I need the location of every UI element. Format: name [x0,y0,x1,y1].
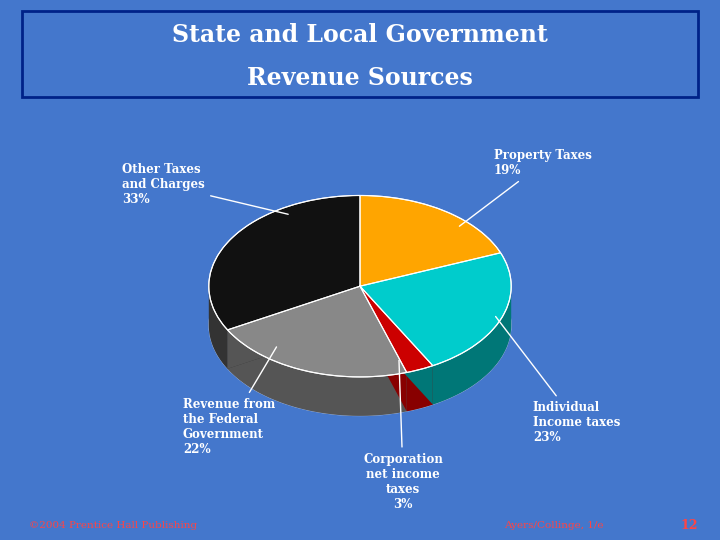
Text: State and Local Government: State and Local Government [172,23,548,47]
Polygon shape [360,253,511,366]
Polygon shape [209,287,228,369]
Text: Revenue from
the Federal
Government
22%: Revenue from the Federal Government 22% [183,347,276,456]
Text: Other Taxes
and Charges
33%: Other Taxes and Charges 33% [122,163,288,214]
Polygon shape [433,287,511,404]
Polygon shape [209,195,360,330]
Text: Corporation
net income
taxes
3%: Corporation net income taxes 3% [364,360,443,510]
Polygon shape [407,366,433,411]
Text: 12: 12 [681,518,698,532]
Ellipse shape [209,234,511,416]
Text: ©2004 Prentice Hall Publishing: ©2004 Prentice Hall Publishing [29,521,197,530]
Polygon shape [360,286,433,404]
Text: Revenue Sources: Revenue Sources [247,66,473,90]
Polygon shape [228,330,407,416]
Text: Ayers/Collinge, 1/e: Ayers/Collinge, 1/e [504,521,603,530]
Polygon shape [360,286,433,404]
Polygon shape [228,286,407,377]
Polygon shape [228,286,360,369]
Text: Property Taxes
19%: Property Taxes 19% [459,149,592,226]
Polygon shape [360,286,407,411]
Polygon shape [360,286,433,373]
Polygon shape [360,286,407,411]
Polygon shape [360,195,500,286]
Polygon shape [228,286,360,369]
Text: Individual
Income taxes
23%: Individual Income taxes 23% [495,316,620,444]
